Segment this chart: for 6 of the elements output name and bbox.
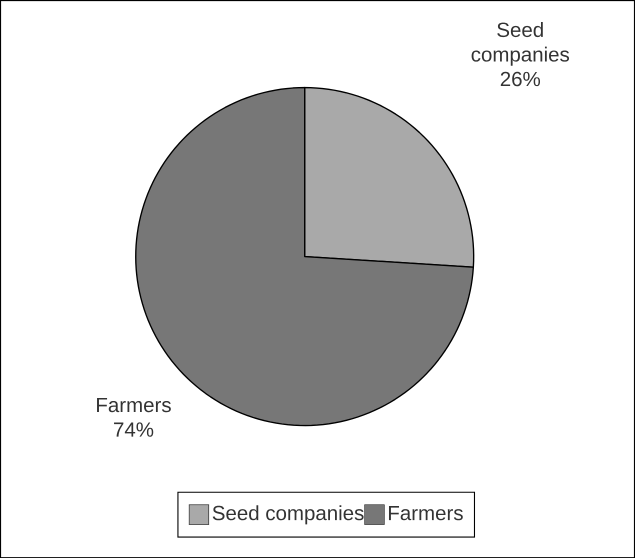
legend-label: Farmers <box>388 506 463 520</box>
slice-label: Farmers <box>97 398 171 412</box>
data-label: 74% <box>114 422 154 437</box>
slice-label: Seed companies <box>472 22 570 66</box>
data-label: 26% <box>500 72 540 86</box>
legend-label: Seed companies <box>212 505 364 524</box>
